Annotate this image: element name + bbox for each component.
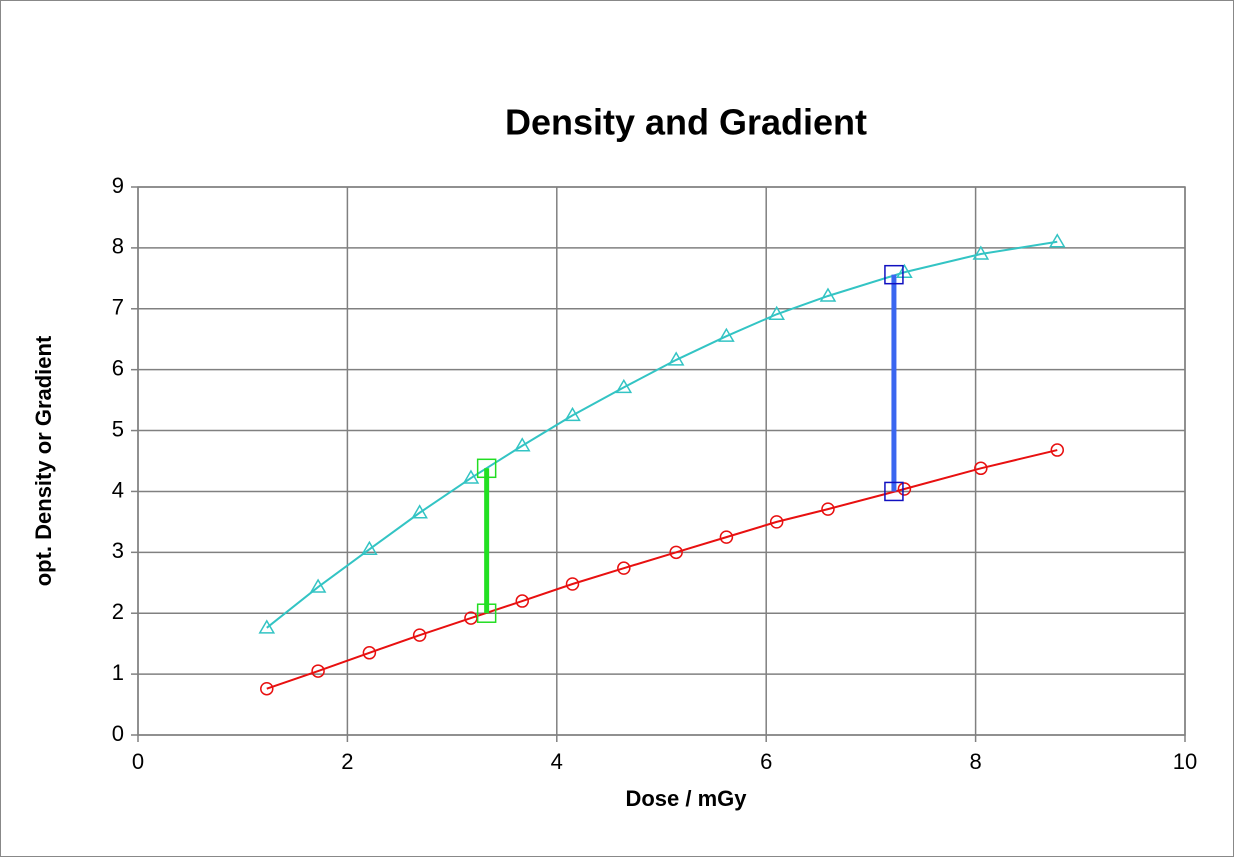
circle-marker bbox=[897, 482, 912, 496]
circle-marker bbox=[617, 561, 631, 575]
x-tick-label: 8 bbox=[969, 749, 981, 774]
triangle-marker bbox=[972, 245, 990, 260]
y-tick-label: 1 bbox=[112, 660, 124, 685]
y-tick-label: 2 bbox=[112, 599, 124, 624]
chart-title: Density and Gradient bbox=[505, 102, 867, 143]
x-axis-label: Dose / mGy bbox=[625, 786, 747, 811]
circle-marker bbox=[565, 577, 580, 591]
plot-area bbox=[137, 186, 1186, 736]
circle-marker bbox=[412, 628, 427, 642]
triangle-marker bbox=[768, 305, 785, 321]
triangle-marker bbox=[718, 327, 735, 342]
x-tick-label: 10 bbox=[1173, 749, 1197, 774]
series-line bbox=[266, 449, 1058, 690]
triangle-marker bbox=[513, 437, 531, 452]
y-tick-label: 6 bbox=[112, 355, 124, 380]
y-tick-label: 5 bbox=[112, 416, 124, 441]
circle-marker bbox=[311, 664, 325, 678]
circle-marker bbox=[769, 515, 784, 529]
x-tick-label: 6 bbox=[760, 749, 772, 774]
triangle-marker bbox=[462, 469, 480, 484]
circle-marker bbox=[821, 502, 835, 516]
circle-marker bbox=[719, 530, 734, 544]
triangle-marker bbox=[309, 578, 327, 593]
y-axis-label: opt. Density or Gradient bbox=[31, 335, 56, 586]
y-tick-label: 4 bbox=[112, 477, 124, 502]
y-tick-label: 7 bbox=[112, 295, 124, 320]
y-tick-label: 0 bbox=[112, 721, 124, 746]
y-tick-label: 9 bbox=[112, 173, 124, 198]
circle-marker bbox=[1050, 443, 1065, 457]
triangle-marker bbox=[1048, 233, 1066, 248]
triangle-marker bbox=[258, 619, 276, 634]
square-marker bbox=[884, 264, 904, 285]
series-line bbox=[266, 240, 1058, 629]
circle-marker bbox=[974, 461, 988, 476]
triangle-marker bbox=[896, 263, 913, 278]
y-tick-label: 3 bbox=[112, 538, 124, 563]
triangle-marker bbox=[411, 504, 428, 519]
x-tick-label: 2 bbox=[341, 749, 353, 774]
x-tick-label: 0 bbox=[132, 749, 144, 774]
triangle-marker bbox=[819, 287, 837, 302]
triangle-marker bbox=[667, 351, 685, 366]
square-marker bbox=[476, 603, 497, 623]
triangle-marker bbox=[615, 378, 633, 394]
circle-marker bbox=[260, 681, 274, 696]
x-tick-label: 4 bbox=[551, 749, 563, 774]
circle-marker bbox=[362, 646, 377, 660]
circle-marker bbox=[515, 594, 529, 608]
circle-marker bbox=[669, 545, 683, 560]
triangle-marker bbox=[361, 540, 378, 556]
square-marker bbox=[476, 458, 497, 479]
triangle-marker bbox=[564, 406, 581, 422]
y-tick-label: 8 bbox=[112, 234, 124, 259]
square-marker bbox=[884, 481, 904, 502]
